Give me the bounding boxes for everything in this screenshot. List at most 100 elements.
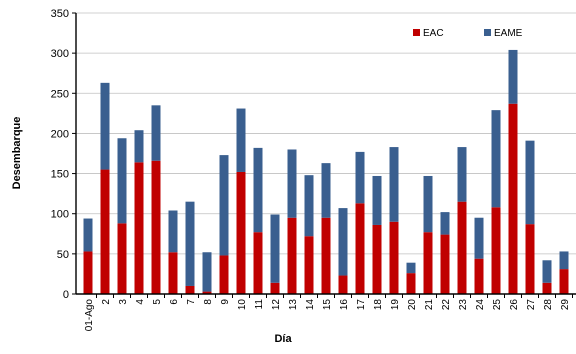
legend-label-eame: EAME	[494, 28, 523, 39]
x-tick-label-5: 5	[152, 299, 163, 305]
bar-eac-20	[407, 273, 416, 294]
x-tick-label-10: 10	[237, 299, 248, 311]
bar-eac-1	[84, 251, 93, 294]
bar-eame-17	[356, 152, 365, 203]
bar-eac-7	[186, 286, 195, 294]
bar-eame-1	[84, 219, 93, 252]
bars	[84, 50, 576, 294]
x-tick-label-14: 14	[305, 299, 316, 311]
bar-eac-28	[543, 283, 552, 294]
bar-eac-14	[305, 236, 314, 294]
bar-eame-13	[288, 149, 297, 217]
x-tick-label-23: 23	[458, 299, 469, 311]
bar-eame-10	[237, 109, 246, 172]
x-tick-label-8: 8	[203, 299, 214, 305]
bar-eame-20	[407, 263, 416, 273]
bar-eac-22	[441, 235, 450, 294]
x-tick-label-29: 29	[560, 299, 571, 311]
bar-eame-18	[373, 176, 382, 225]
bar-eac-10	[237, 172, 246, 294]
bar-eame-7	[186, 202, 195, 286]
bar-eac-27	[526, 224, 535, 294]
x-tick-label-22: 22	[441, 299, 452, 311]
bar-eac-16	[339, 276, 348, 294]
bar-eac-13	[288, 218, 297, 294]
x-tick-label-20: 20	[407, 299, 418, 311]
y-tick-label-50: 50	[57, 249, 69, 261]
legend-swatch-eame	[484, 29, 491, 36]
bar-eame-23	[458, 147, 467, 202]
y-tick-label-200: 200	[51, 128, 69, 140]
x-tick-label-13: 13	[288, 299, 299, 311]
bar-eac-26	[509, 104, 518, 294]
bar-eac-5	[152, 161, 161, 294]
bar-eac-3	[118, 223, 127, 294]
y-tick-label-150: 150	[51, 169, 69, 181]
bar-eac-24	[475, 259, 484, 294]
x-tick-label-1: 01-Ago	[84, 299, 95, 332]
bar-eame-27	[526, 141, 535, 224]
bar-eame-8	[203, 252, 212, 291]
bar-eame-29	[560, 251, 569, 269]
x-tick-label-19: 19	[390, 299, 401, 311]
bar-eame-16	[339, 208, 348, 275]
x-tick-label-16: 16	[339, 299, 350, 311]
x-tick-label-28: 28	[543, 299, 554, 311]
x-tick-label-26: 26	[509, 299, 520, 311]
bar-eac-21	[424, 232, 433, 294]
bar-eac-6	[169, 252, 178, 294]
bar-eame-14	[305, 175, 314, 236]
bar-eame-24	[475, 218, 484, 259]
bar-eame-12	[271, 215, 280, 283]
bar-eac-19	[390, 222, 399, 294]
x-tick-label-12: 12	[271, 299, 282, 311]
legend-swatch-eac	[413, 29, 420, 36]
y-tick-label-300: 300	[51, 48, 69, 60]
x-axis-title: Día	[274, 333, 292, 345]
x-tick-label-18: 18	[373, 299, 384, 311]
bar-eac-23	[458, 202, 467, 294]
bar-eame-26	[509, 50, 518, 104]
y-axis-title: Desembarque	[11, 117, 23, 190]
x-tick-label-9: 9	[220, 299, 231, 305]
x-tick-label-21: 21	[424, 299, 435, 311]
bar-eame-22	[441, 212, 450, 234]
x-tick-label-24: 24	[475, 299, 486, 311]
bar-eac-11	[254, 232, 263, 294]
bar-eac-15	[322, 218, 331, 294]
x-tick-label-2: 2	[101, 299, 112, 305]
x-tick-label-25: 25	[492, 299, 503, 311]
legend: EAC EAME	[413, 28, 523, 39]
bar-eac-29	[560, 269, 569, 294]
x-tick-label-15: 15	[322, 299, 333, 311]
bar-eame-15	[322, 163, 331, 218]
bar-eac-12	[271, 283, 280, 294]
x-tick-label-6: 6	[169, 299, 180, 305]
x-tick-label-3: 3	[118, 299, 129, 305]
y-tick-label-0: 0	[63, 289, 69, 301]
bar-eame-4	[135, 130, 144, 162]
x-tick-label-11: 11	[254, 299, 265, 310]
bar-eame-9	[220, 155, 229, 255]
bar-eame-19	[390, 147, 399, 222]
x-tick-label-7: 7	[186, 299, 197, 305]
bar-eame-25	[492, 110, 501, 207]
bar-eame-5	[152, 105, 161, 160]
bar-eac-17	[356, 203, 365, 294]
bar-eame-21	[424, 176, 433, 232]
bar-eame-6	[169, 211, 178, 253]
bar-eac-2	[101, 170, 110, 294]
x-tick-label-4: 4	[135, 299, 146, 305]
bar-eame-11	[254, 148, 263, 232]
bar-eame-2	[101, 83, 110, 170]
bar-eac-9	[220, 255, 229, 294]
legend-label-eac: EAC	[423, 28, 444, 39]
y-tick-label-100: 100	[51, 209, 69, 221]
bar-eac-25	[492, 207, 501, 294]
bar-eame-28	[543, 260, 552, 282]
y-tick-label-350: 350	[51, 8, 69, 20]
bar-eame-3	[118, 138, 127, 223]
y-tick-label-250: 250	[51, 88, 69, 100]
